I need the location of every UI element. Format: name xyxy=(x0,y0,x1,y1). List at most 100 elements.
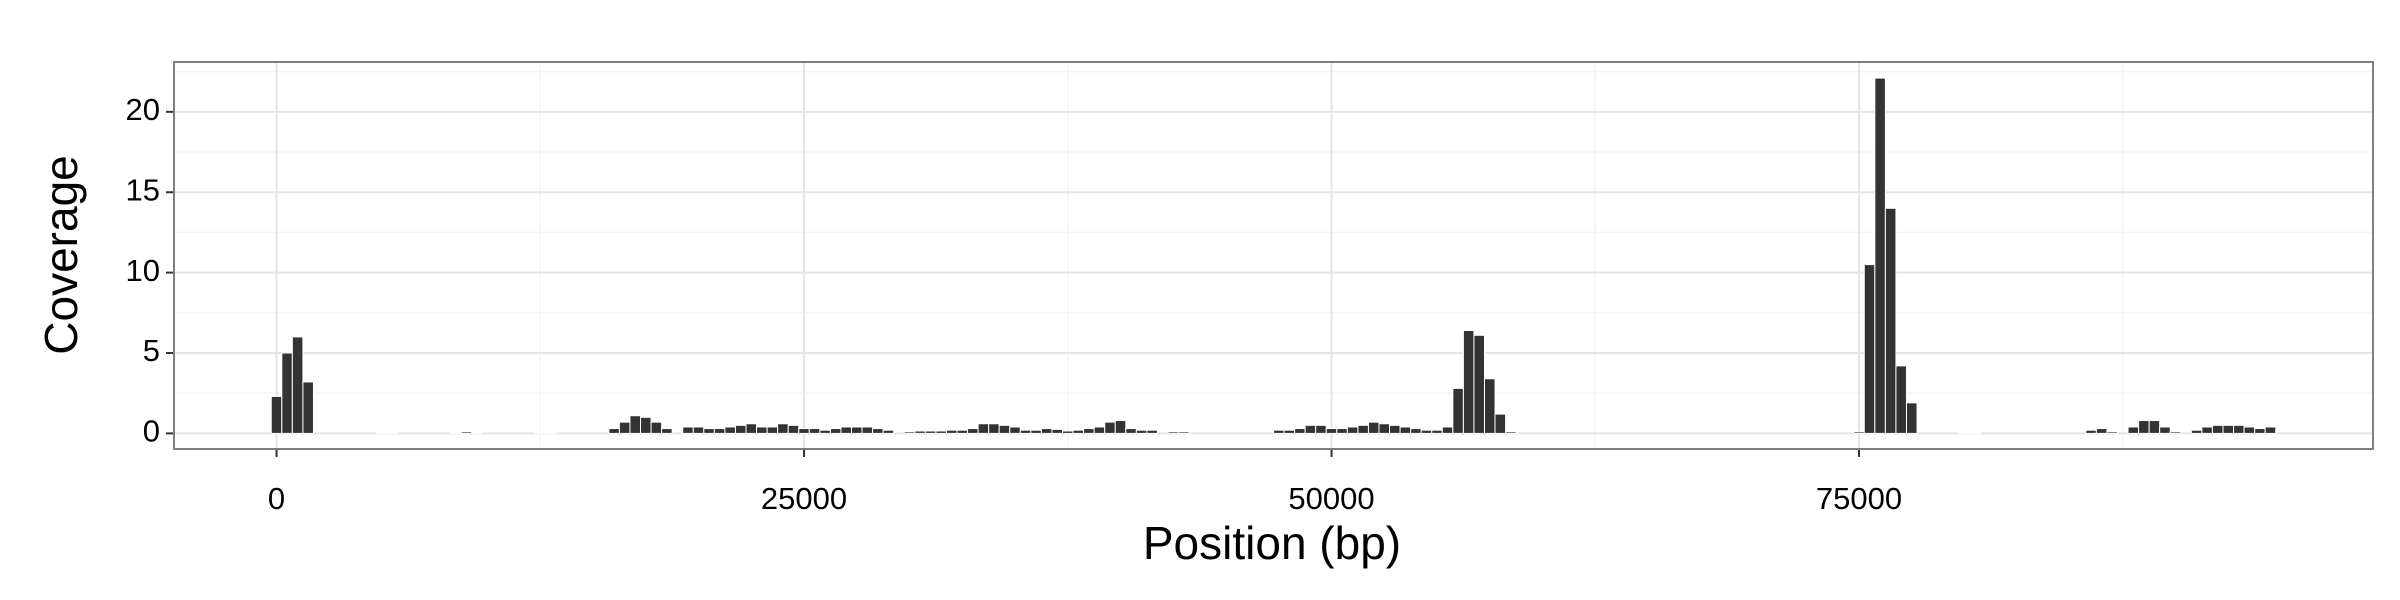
bar xyxy=(1304,424,1317,434)
y-tick-label: 15 xyxy=(126,172,160,207)
bar xyxy=(640,416,652,434)
bar xyxy=(988,423,1000,434)
bar xyxy=(1083,428,1095,434)
bar xyxy=(2159,426,2171,434)
bar xyxy=(1178,431,1190,434)
y-tick-label: 20 xyxy=(126,92,160,127)
bar xyxy=(1505,431,1517,434)
bar xyxy=(956,429,969,434)
bar xyxy=(1399,426,1412,434)
bar xyxy=(618,421,631,434)
bar xyxy=(2254,428,2266,434)
bar xyxy=(608,428,620,434)
bar xyxy=(1294,428,1306,434)
bar xyxy=(798,428,810,434)
bar xyxy=(471,432,483,434)
bar xyxy=(777,423,789,434)
bar xyxy=(270,395,283,434)
bar xyxy=(808,428,821,434)
bar xyxy=(914,430,926,434)
bar xyxy=(1958,432,1971,434)
bar xyxy=(2138,420,2150,434)
bar xyxy=(1146,429,1158,434)
bar xyxy=(2085,429,2097,434)
bar xyxy=(903,431,916,434)
bar xyxy=(2211,424,2224,434)
bar xyxy=(998,424,1011,434)
bar xyxy=(1410,428,1422,434)
bar xyxy=(1009,426,1021,434)
bar xyxy=(545,432,557,434)
bar xyxy=(734,424,747,434)
bar xyxy=(1273,429,1285,434)
bar xyxy=(840,426,853,434)
bar xyxy=(2201,426,2213,434)
bar xyxy=(977,423,990,434)
bar xyxy=(1420,429,1433,434)
bar xyxy=(291,336,304,434)
bar xyxy=(703,428,715,434)
bar xyxy=(1452,387,1464,434)
bar xyxy=(2106,431,2118,434)
bar xyxy=(534,432,547,434)
bar xyxy=(787,424,800,434)
bar xyxy=(450,432,462,434)
bar xyxy=(851,426,863,434)
bar xyxy=(882,429,895,434)
bar xyxy=(2243,426,2256,434)
bar xyxy=(1062,430,1074,434)
y-axis-title: Coverage xyxy=(35,155,87,354)
bar xyxy=(819,429,831,434)
bar xyxy=(1315,424,1327,434)
bar xyxy=(2233,424,2245,434)
bar xyxy=(1040,428,1053,434)
bar xyxy=(386,432,399,434)
bar xyxy=(1431,429,1443,434)
bar xyxy=(1884,207,1897,434)
bar xyxy=(2127,426,2140,434)
bar xyxy=(1125,428,1137,434)
bar xyxy=(1389,424,1401,434)
bar xyxy=(1905,402,1918,434)
bar xyxy=(1093,426,1106,434)
bar xyxy=(967,428,979,434)
bar xyxy=(2222,424,2235,434)
bar xyxy=(302,381,314,434)
bar xyxy=(1483,378,1496,434)
bar xyxy=(713,428,726,434)
bar xyxy=(2148,420,2161,434)
y-tick-label: 5 xyxy=(143,333,160,368)
bar xyxy=(861,426,874,434)
bar xyxy=(2169,431,2182,434)
bar xyxy=(376,432,388,434)
bar xyxy=(692,426,705,434)
bar xyxy=(1895,365,1907,434)
bar xyxy=(1019,429,1032,434)
bar xyxy=(1853,431,1865,434)
bar xyxy=(1325,428,1338,434)
bar xyxy=(756,426,768,434)
bar xyxy=(1969,432,1981,434)
bar xyxy=(2190,429,2203,434)
bar xyxy=(2264,426,2277,434)
bar xyxy=(1114,420,1127,434)
x-tick-label: 0 xyxy=(268,481,285,516)
bar xyxy=(1378,423,1391,434)
bar xyxy=(1336,428,1348,434)
bar xyxy=(1346,426,1359,434)
y-tick-label: 0 xyxy=(143,414,160,449)
bar xyxy=(724,426,736,434)
bar xyxy=(935,430,947,434)
bar xyxy=(1441,426,1454,434)
bar xyxy=(1462,330,1475,434)
bar xyxy=(1167,431,1180,434)
bar xyxy=(1367,421,1380,434)
bar xyxy=(1357,424,1369,434)
bar xyxy=(872,428,884,434)
bar xyxy=(2095,428,2108,434)
bar xyxy=(1494,413,1507,434)
bar xyxy=(1874,77,1886,434)
bar xyxy=(1104,421,1116,434)
bar xyxy=(829,428,842,434)
